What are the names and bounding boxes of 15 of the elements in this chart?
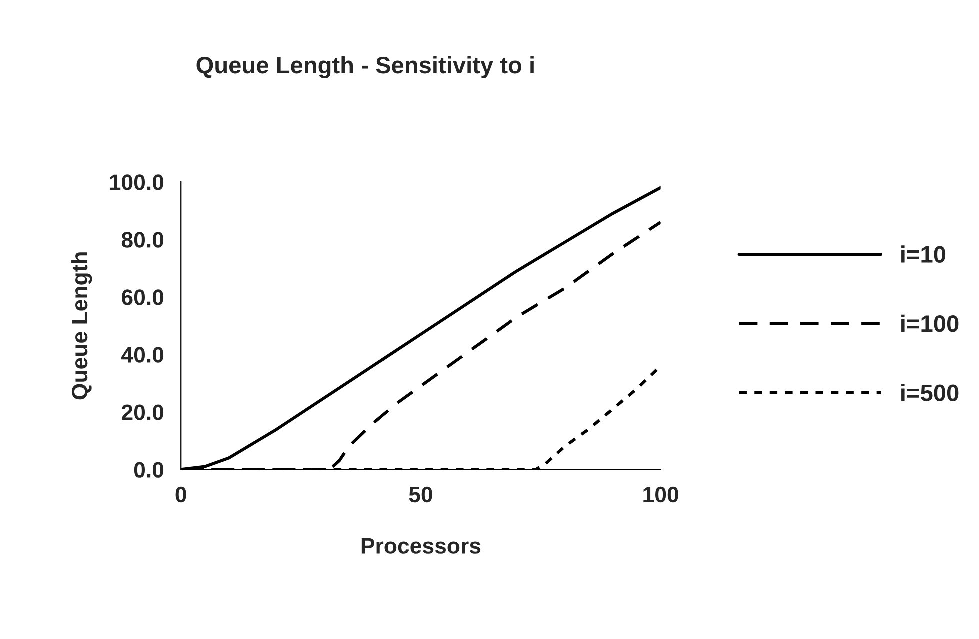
- text: i=100: [902, 314, 959, 332]
- y-tick-label: 0.0: [134, 462, 164, 478]
- x-axis-title: Processors: [362, 538, 481, 554]
- text: i=10: [902, 246, 946, 263]
- text: i=500: [902, 384, 959, 402]
- y-tick-label: 20.0: [122, 404, 164, 420]
- y-axis-title: Queue Length: [71, 252, 92, 400]
- y-tick-label: 100.0: [110, 174, 164, 190]
- y-tick-label: 60.0: [122, 290, 164, 306]
- y-tick-label: 80.0: [122, 232, 164, 248]
- chart-title: Queue Length - Sensitivity to i: [196, 56, 534, 78]
- y-tick-label: 40.0: [122, 347, 164, 363]
- x-tick-label: 0: [176, 486, 186, 503]
- x-tick-label: 100: [644, 486, 678, 503]
- x-tick-label: 50: [409, 486, 432, 503]
